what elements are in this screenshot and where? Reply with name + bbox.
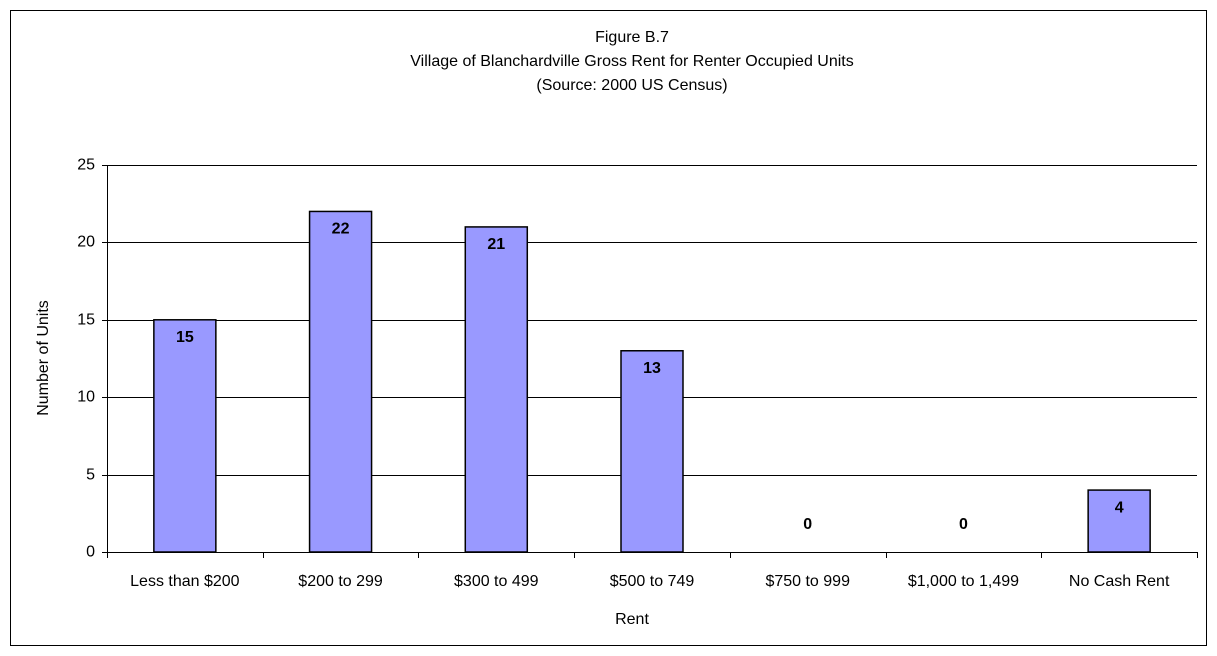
y-tick-label: 25 <box>77 157 95 174</box>
bar <box>464 226 529 553</box>
value-label: 13 <box>643 360 661 377</box>
y-tick-label: 0 <box>86 544 95 561</box>
bar <box>1087 489 1151 553</box>
bar <box>153 319 217 553</box>
y-tick-label: 20 <box>77 234 95 251</box>
value-label: 0 <box>803 516 812 533</box>
bar <box>308 210 373 553</box>
bar <box>620 350 684 553</box>
chart-title: Figure B.7 <box>595 29 669 46</box>
x-tick-label: No Cash Rent <box>1069 573 1170 590</box>
y-tick-label: 15 <box>77 312 95 329</box>
y-axis-label: Number of Units <box>35 300 52 416</box>
x-tick-label: Less than $200 <box>130 573 240 590</box>
x-tick-label: $300 to 499 <box>454 573 539 590</box>
value-label: 22 <box>332 221 350 238</box>
value-label: 0 <box>959 516 968 533</box>
y-tick-label: 5 <box>86 467 95 484</box>
y-tick-label: 10 <box>77 389 95 406</box>
chart-subtitle: Village of Blanchardville Gross Rent for… <box>410 53 853 70</box>
x-tick-label: $200 to 299 <box>298 573 383 590</box>
value-label: 21 <box>487 236 505 253</box>
x-axis-label: Rent <box>615 611 649 628</box>
x-tick-label: $500 to 749 <box>610 573 695 590</box>
value-label: 15 <box>176 329 194 346</box>
x-tick-label: $1,000 to 1,499 <box>908 573 1019 590</box>
chart-caption: (Source: 2000 US Census) <box>536 77 727 94</box>
value-label: 4 <box>1115 499 1124 516</box>
x-tick-label: $750 to 999 <box>765 573 850 590</box>
